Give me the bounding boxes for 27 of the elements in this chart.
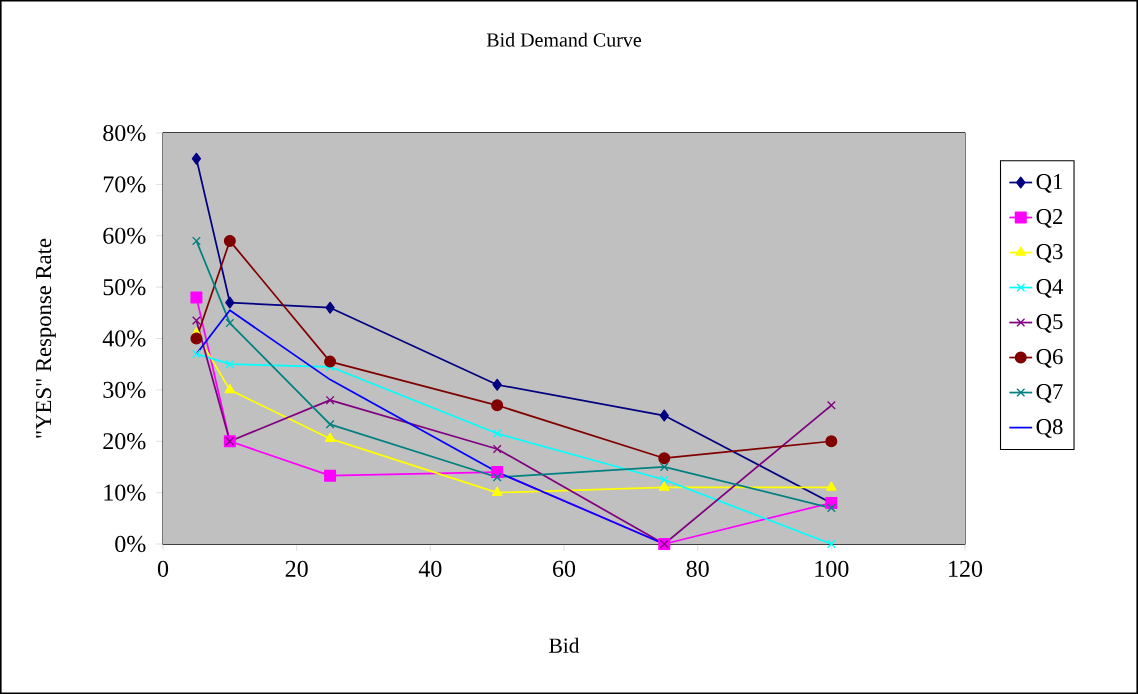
y-tick-label: 70% bbox=[103, 176, 146, 193]
legend-label: Q2 bbox=[1036, 209, 1063, 228]
x-tick-label: 40 bbox=[418, 560, 442, 577]
y-tick-label: 60% bbox=[103, 227, 146, 244]
x-tick-label: 120 bbox=[949, 560, 983, 577]
legend-label: Q6 bbox=[1036, 349, 1063, 368]
legend-label: Q8 bbox=[1036, 419, 1063, 438]
y-tick-label: 10% bbox=[104, 484, 146, 501]
y-tick-label: 20% bbox=[103, 433, 146, 450]
y-tick-label: 40% bbox=[102, 330, 146, 347]
x-tick-label: 20 bbox=[285, 560, 308, 577]
legend-label: Q3 bbox=[1036, 244, 1063, 263]
legend-label: Q1 bbox=[1036, 174, 1063, 193]
x-tick-label: 80 bbox=[686, 560, 709, 577]
legend-label: Q5 bbox=[1036, 314, 1063, 333]
chart-title: Bid Demand Curve bbox=[486, 32, 642, 47]
legend-label: Q4 bbox=[1036, 279, 1064, 298]
y-axis-title: "YES" Response Rate bbox=[35, 238, 56, 438]
y-tick-label: 80% bbox=[103, 124, 146, 142]
y-tick-label: 30% bbox=[103, 381, 146, 399]
legend-label: Q7 bbox=[1036, 384, 1063, 403]
x-axis-title: Bid bbox=[549, 637, 580, 653]
x-tick-label: 60 bbox=[553, 560, 576, 577]
y-tick-label: 0% bbox=[115, 535, 146, 553]
x-tick-label: 0 bbox=[157, 560, 169, 577]
x-tick-label: 100 bbox=[815, 560, 849, 577]
y-tick-label: 50% bbox=[103, 279, 146, 296]
